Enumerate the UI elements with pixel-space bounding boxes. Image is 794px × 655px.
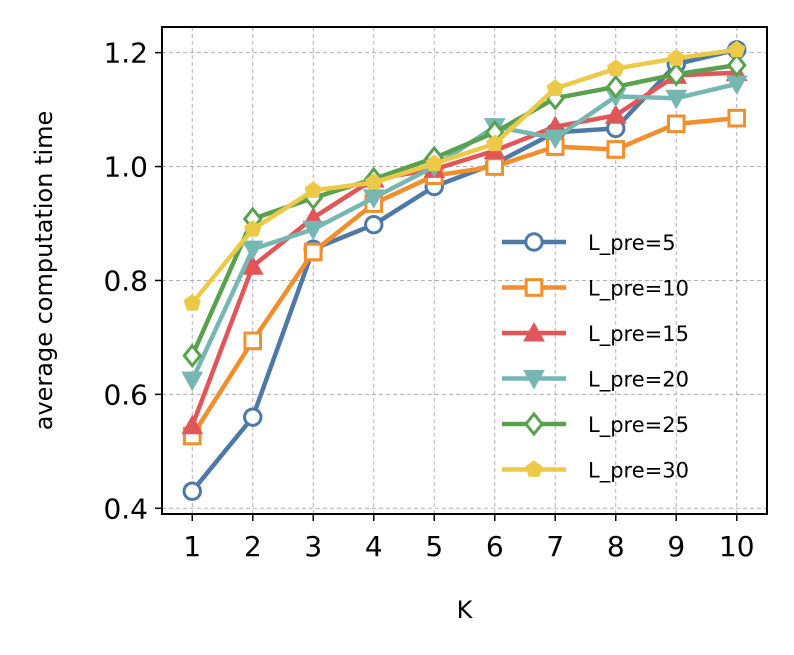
x-tick-label: 10 <box>719 530 755 563</box>
legend-label: L_pre=5 <box>588 231 676 256</box>
data-point <box>241 240 264 261</box>
data-point <box>486 134 504 152</box>
x-tick-label: 1 <box>183 530 201 563</box>
data-point <box>182 481 202 501</box>
legend-marker <box>523 321 545 342</box>
x-tick-label: 9 <box>667 530 685 563</box>
legend-marker <box>524 232 544 252</box>
ticks: 1 2 3 4 5 6 7 8 9 10 0.4 0.6 0.8 1.0 1.2 <box>103 37 754 563</box>
data-point <box>485 157 505 176</box>
x-tick-label: 4 <box>365 530 383 563</box>
x-tick-label: 7 <box>546 530 564 563</box>
series-line <box>190 47 739 306</box>
y-axis-label: average computation time <box>30 111 58 431</box>
legend-entry: L_pre=30 <box>502 459 689 484</box>
data-point <box>728 40 746 58</box>
data-point <box>364 214 384 235</box>
x-tick-label: 6 <box>486 530 504 563</box>
data-point <box>607 59 625 76</box>
data-point <box>304 181 322 198</box>
y-tick-label: 0.6 <box>103 378 148 411</box>
data-point <box>544 129 567 150</box>
data-point <box>243 331 263 351</box>
data-point <box>727 108 747 128</box>
x-axis-label: K <box>457 596 474 624</box>
plot-frame <box>161 26 768 515</box>
data-point <box>726 52 747 78</box>
legend-entry: L_pre=25 <box>502 411 689 438</box>
data-point <box>181 371 204 392</box>
data-point <box>303 242 323 262</box>
data-point <box>244 220 262 237</box>
data-point <box>181 414 204 435</box>
y-tick-label: 0.8 <box>103 264 148 297</box>
data-point <box>182 343 203 369</box>
data-point <box>243 407 263 427</box>
data-point <box>666 61 687 87</box>
data-point <box>604 104 627 124</box>
x-tick-label: 3 <box>304 530 322 563</box>
legend-entry: L_pre=5 <box>502 231 676 256</box>
x-tick-label: 5 <box>425 530 443 563</box>
data-point <box>425 154 443 172</box>
legend-label: L_pre=10 <box>588 277 689 302</box>
x-tick-label: 2 <box>244 530 262 563</box>
legend-entry: L_pre=15 <box>502 321 689 347</box>
data-point <box>667 49 685 66</box>
data-point <box>605 74 626 100</box>
legend-label: L_pre=20 <box>588 368 689 393</box>
data-point <box>365 173 383 190</box>
series-line <box>190 115 739 439</box>
data-point <box>546 79 564 96</box>
y-tick-label: 1.0 <box>103 151 148 184</box>
data-point <box>606 140 626 159</box>
data-point <box>665 89 688 110</box>
legend-marker <box>524 411 544 437</box>
data-point <box>183 294 201 311</box>
legend-label: L_pre=25 <box>588 413 689 438</box>
legend-marker <box>523 370 545 390</box>
legend-entry: L_pre=10 <box>502 277 689 302</box>
data-point <box>302 220 325 241</box>
legend-label: L_pre=15 <box>588 322 689 347</box>
legend-label: L_pre=30 <box>588 459 689 484</box>
data-point <box>666 114 686 134</box>
y-tick-label: 1.2 <box>103 37 148 70</box>
x-tick-label: 8 <box>607 530 625 563</box>
legend-entry: L_pre=20 <box>502 368 689 393</box>
series-L_pre=30 <box>183 40 746 311</box>
y-tick-label: 0.4 <box>103 492 148 525</box>
legend-marker <box>525 460 543 477</box>
legend: L_pre=5 L_pre=10 L_pre=15 L_pre=20 L_pre=25 L… <box>502 231 689 484</box>
series-layer <box>181 40 748 501</box>
legend-marker <box>524 278 544 297</box>
